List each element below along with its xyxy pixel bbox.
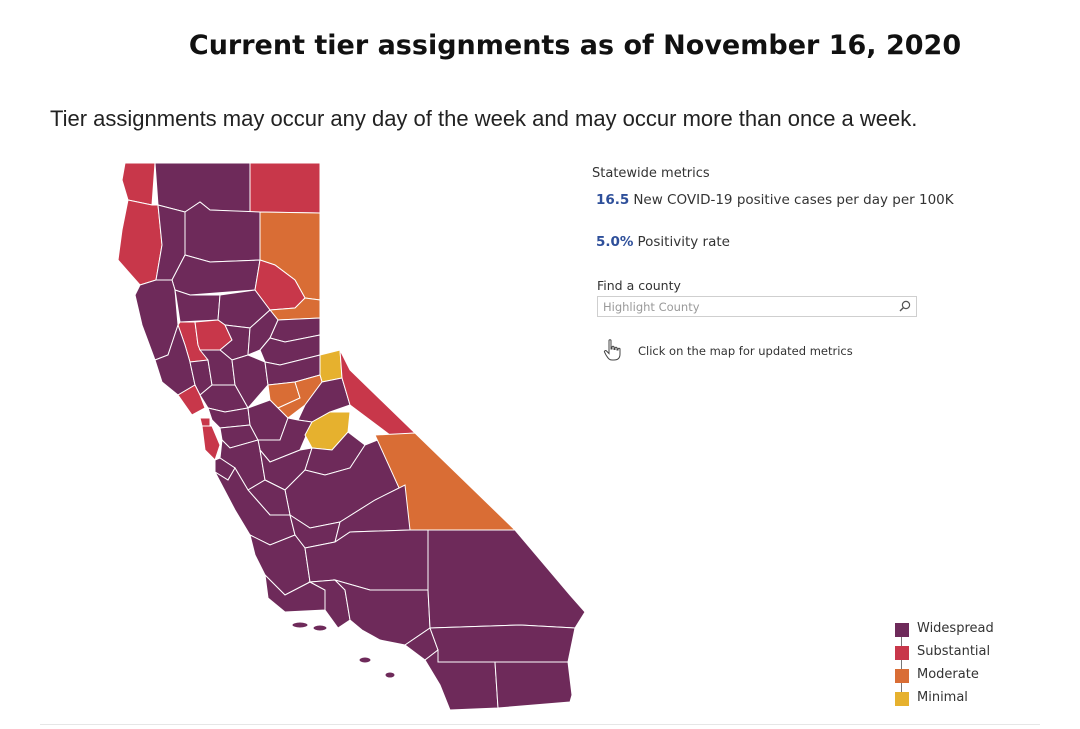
legend-label: Widespread bbox=[917, 621, 994, 636]
county-mono[interactable] bbox=[339, 349, 417, 436]
legend-label: Minimal bbox=[917, 690, 968, 705]
channel-island bbox=[312, 624, 328, 632]
county-modoc[interactable] bbox=[249, 162, 321, 214]
hand-pointer-icon bbox=[603, 339, 621, 361]
county-contra-costa[interactable] bbox=[207, 407, 251, 429]
county-san-luis-obispo[interactable] bbox=[249, 534, 311, 596]
county-search-input[interactable] bbox=[598, 297, 893, 316]
county-del-norte[interactable] bbox=[121, 162, 156, 206]
divider bbox=[40, 724, 1040, 725]
legend-label: Moderate bbox=[917, 667, 979, 682]
legend-swatch bbox=[895, 692, 909, 706]
page-title: Current tier assignments as of November … bbox=[188, 30, 962, 61]
legend-swatch bbox=[895, 669, 909, 692]
california-county-map[interactable] bbox=[100, 150, 600, 720]
county-search-box[interactable] bbox=[597, 296, 917, 317]
county-humboldt[interactable] bbox=[117, 199, 163, 286]
county-san-bernardino[interactable] bbox=[427, 529, 586, 629]
legend-swatch bbox=[895, 623, 909, 646]
legend-swatch bbox=[895, 646, 909, 669]
channel-island bbox=[291, 621, 309, 629]
page-subtitle: Tier assignments may occur any day of th… bbox=[50, 106, 918, 131]
legend-label: Substantial bbox=[917, 644, 991, 659]
county-marin[interactable] bbox=[177, 384, 206, 416]
positivity-value: 5.0% bbox=[596, 234, 634, 250]
metrics-heading: Statewide metrics bbox=[592, 166, 710, 181]
map-svg[interactable] bbox=[100, 150, 600, 720]
county-calaveras[interactable] bbox=[277, 374, 323, 419]
county-glenn[interactable] bbox=[174, 289, 221, 323]
cases-value: 16.5 bbox=[596, 192, 630, 208]
positivity-metric: 5.0% Positivity rate bbox=[596, 234, 730, 250]
search-icon[interactable] bbox=[898, 299, 912, 313]
hint-text: Click on the map for updated metrics bbox=[638, 344, 853, 358]
cases-metric: 16.5 New COVID-19 positive cases per day … bbox=[596, 192, 954, 208]
cases-label: New COVID-19 positive cases per day per … bbox=[633, 192, 954, 208]
county-los-angeles[interactable] bbox=[333, 578, 431, 646]
county-san-francisco[interactable] bbox=[199, 417, 211, 427]
county-imperial[interactable] bbox=[494, 661, 573, 709]
channel-island bbox=[384, 671, 396, 679]
county-alpine[interactable] bbox=[319, 349, 343, 383]
channel-island bbox=[358, 656, 372, 664]
county-san-mateo[interactable] bbox=[201, 425, 221, 461]
find-county-label: Find a county bbox=[597, 278, 681, 293]
county-riverside[interactable] bbox=[429, 624, 576, 663]
positivity-label: Positivity rate bbox=[637, 234, 730, 250]
